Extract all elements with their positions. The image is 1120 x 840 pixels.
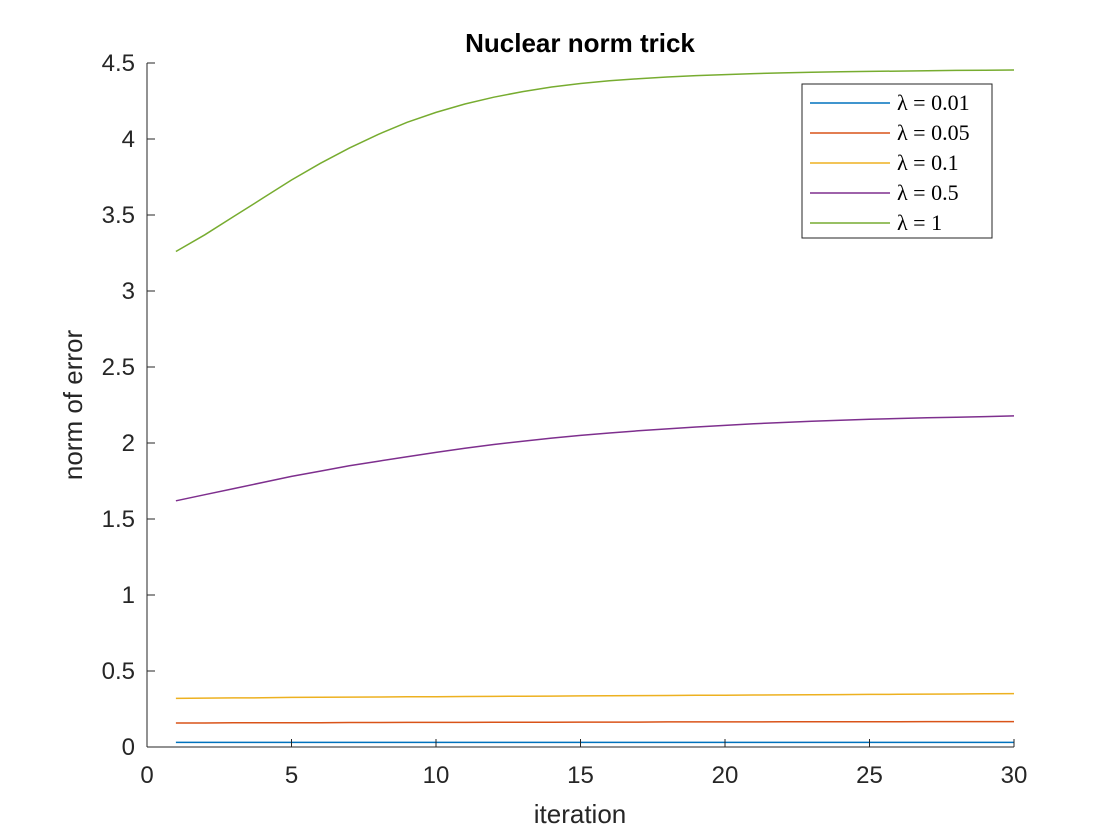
x-tick-label: 5	[285, 762, 298, 789]
x-tick-label: 15	[567, 762, 594, 789]
y-tick-label: 2.5	[102, 354, 135, 381]
series-line-2	[175, 692, 1015, 700]
legend-label-4: λ = 1	[897, 210, 942, 235]
legend-box	[801, 83, 993, 239]
series-line-1	[175, 720, 1014, 724]
chart-title: Nuclear norm trick	[465, 28, 695, 58]
legend-label-2: λ = 0.1	[897, 150, 959, 175]
y-ticks: 0 0.5 1 1.5 2 2.5 3 3.5 4 4.5	[102, 50, 155, 761]
legend-label-0: λ = 0.01	[897, 90, 970, 115]
y-tick-label: 1.5	[102, 506, 135, 533]
y-tick-label: 2	[122, 430, 135, 457]
x-tick-label: 0	[140, 762, 153, 789]
y-axis-label: norm of error	[58, 330, 88, 481]
y-tick-label: 3	[122, 278, 135, 305]
x-tick-label: 25	[856, 762, 883, 789]
legend-label-1: λ = 0.05	[897, 120, 970, 145]
y-tick-label: 0	[122, 734, 135, 761]
y-tick-label: 4	[122, 126, 135, 153]
x-tick-label: 20	[712, 762, 739, 789]
legend-label-3: λ = 0.5	[897, 180, 959, 205]
x-ticks: 0 5 10 15 20 25 30	[140, 739, 1027, 789]
legend: λ = 0.01 λ = 0.05 λ = 0.1 λ = 0.5 λ = 1	[801, 83, 993, 239]
y-tick-label: 3.5	[102, 202, 135, 229]
legend-items: λ = 0.01 λ = 0.05 λ = 0.1 λ = 0.5 λ = 1	[810, 90, 970, 235]
series-line-4	[175, 69, 1015, 253]
y-tick-label: 1	[122, 582, 135, 609]
x-tick-label: 30	[1001, 762, 1028, 789]
series-layer	[175, 69, 1015, 744]
x-tick-label: 10	[423, 762, 450, 789]
x-axis-label: iteration	[534, 799, 627, 829]
y-tick-label: 0.5	[102, 658, 135, 685]
series-line-3	[175, 415, 1015, 502]
y-tick-label: 4.5	[102, 50, 135, 77]
